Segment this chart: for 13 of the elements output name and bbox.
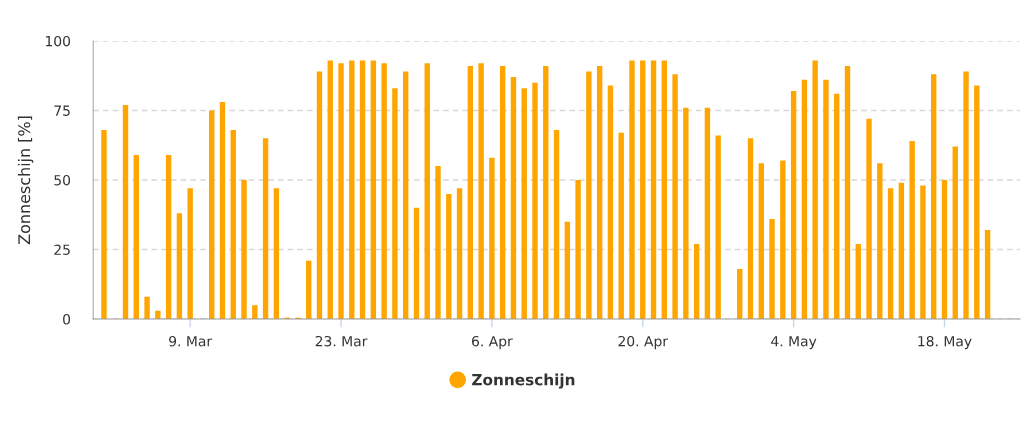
- x-tick-label: 23. Mar: [315, 335, 368, 347]
- y-tick-label: 25: [54, 244, 70, 255]
- legend-label: Zonneschijn: [472, 373, 575, 389]
- x-tick-label: 4. May: [771, 336, 817, 350]
- x-tick-label: 18. May: [918, 335, 972, 350]
- y-axis-title: Zonneschijn [%]: [17, 116, 34, 245]
- y-tick-label: 75: [54, 105, 70, 116]
- y-tick-label: 50: [54, 174, 71, 186]
- x-tick-label: 20. Apr: [618, 335, 669, 350]
- x-tick-label: 9. Mar: [169, 335, 213, 347]
- x-tick-label: 6. Apr: [472, 335, 513, 350]
- y-tick-label: 0: [63, 314, 71, 325]
- y-tick-label: 100: [45, 35, 71, 47]
